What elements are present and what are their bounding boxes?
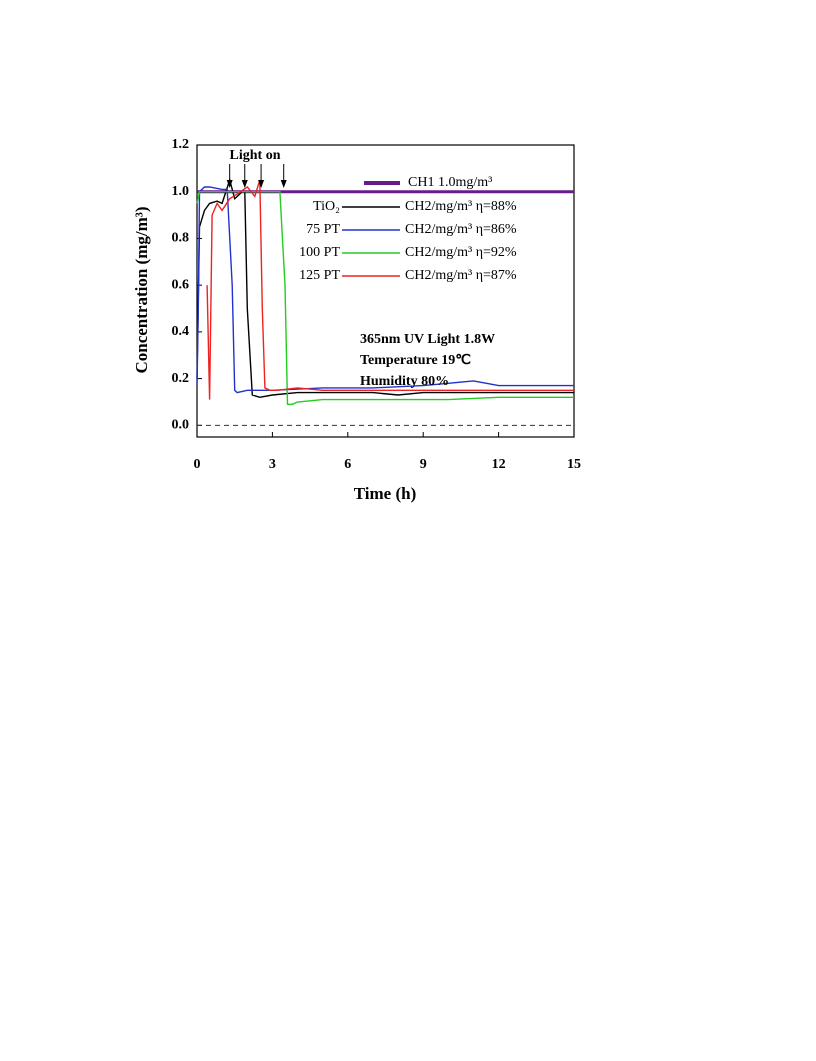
x-tick-label: 12 xyxy=(492,457,506,472)
y-tick-label: 0.0 xyxy=(172,418,190,433)
series-line xyxy=(196,186,574,394)
x-tick-label: 0 xyxy=(194,457,201,472)
series-line xyxy=(196,191,574,405)
light-on-label: Light on xyxy=(230,148,281,163)
condition-text: Humidity 80% xyxy=(360,374,449,389)
y-tick-label: 0.8 xyxy=(172,231,190,246)
arrow-head xyxy=(280,180,287,188)
series-line xyxy=(206,179,574,400)
condition-text: Temperature 19℃ xyxy=(360,353,471,368)
y-tick-label: 0.2 xyxy=(172,371,190,386)
legend-label: CH2/mg/m³ η=88% xyxy=(405,199,517,214)
y-tick-label: 1.2 xyxy=(172,137,190,152)
series-line xyxy=(196,177,574,399)
y-tick-label: 0.6 xyxy=(172,277,190,292)
legend-label: 125 PT xyxy=(299,268,340,283)
arrow-head xyxy=(226,180,233,188)
legend-label: CH2/mg/m³ η=87% xyxy=(405,268,517,283)
legend-label: 75 PT xyxy=(306,222,340,237)
legend-label: CH2/mg/m³ η=86% xyxy=(405,222,517,237)
x-tick-label: 3 xyxy=(269,457,276,472)
condition-text: 365nm UV Light 1.8W xyxy=(360,332,495,347)
legend-label: 100 PT xyxy=(299,245,340,260)
y-tick-label: 0.4 xyxy=(172,324,190,339)
x-tick-label: 15 xyxy=(567,457,581,472)
arrow-head xyxy=(258,180,265,188)
x-tick-label: 6 xyxy=(344,457,351,472)
legend-label: CH2/mg/m³ η=92% xyxy=(405,245,517,260)
arrow-head xyxy=(241,180,248,188)
y-axis-title: Concentration (mg/m³) xyxy=(132,206,151,373)
x-axis-title: Time (h) xyxy=(354,484,417,503)
x-tick-label: 9 xyxy=(420,457,427,472)
legend-label: TiO₂ xyxy=(313,199,340,214)
legend-label: CH1 1.0mg/m³ xyxy=(408,175,492,190)
y-tick-label: 1.0 xyxy=(172,184,190,199)
plot-frame xyxy=(196,144,575,438)
